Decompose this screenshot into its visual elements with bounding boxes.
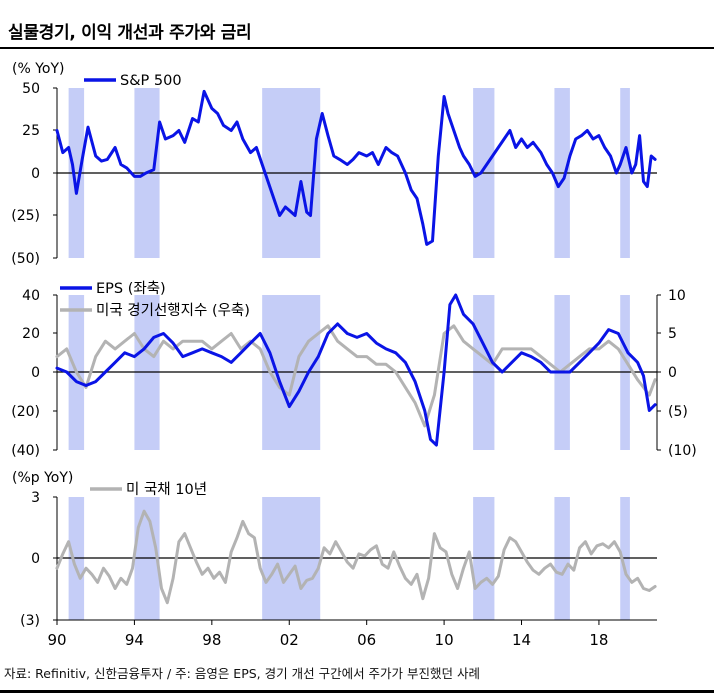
y-tick-right-p2-3: 0 bbox=[668, 365, 677, 381]
x-tick-label-5: 06 bbox=[357, 631, 376, 649]
y-tick-p3-2: 0 bbox=[31, 551, 40, 567]
x-tick-label-7: 14 bbox=[512, 631, 531, 649]
x-tick-label-4: 02 bbox=[280, 631, 299, 649]
y-tick-left-p2-3: 0 bbox=[31, 365, 40, 381]
unit-label-p3: (%p YoY) bbox=[12, 470, 73, 486]
x-tick-label-3: 98 bbox=[202, 631, 221, 649]
y-tick-left-p2-5: (40) bbox=[11, 443, 40, 459]
series-line-sp500 bbox=[55, 89, 657, 246]
y-tick-p3-1: 3 bbox=[31, 490, 40, 506]
unit-label-p1: (% YoY) bbox=[12, 61, 65, 77]
x-tick-label-8: 18 bbox=[589, 631, 608, 649]
chart-title: 실물경기, 이익 개선과 주가와 금리 bbox=[8, 23, 252, 43]
x-tick-label-2: 94 bbox=[125, 631, 144, 649]
legend-sp500-label: S&P 500 bbox=[120, 73, 182, 89]
series-line-eps bbox=[55, 293, 657, 447]
x-tick-label-6: 10 bbox=[435, 631, 454, 649]
y-tick-right-p2-5: (10) bbox=[668, 443, 697, 459]
y-tick-p3-3: (3) bbox=[20, 613, 40, 629]
series-line-leading-index bbox=[55, 324, 657, 428]
legend-leading-index-label: 미국 경기선행지수 (우축) bbox=[96, 302, 250, 319]
y-tick-left-p2-1: 40 bbox=[22, 288, 40, 304]
y-tick-right-p2-4: (5) bbox=[668, 404, 688, 420]
source-note: 자료: Refinitiv, 신한금융투자 / 주: 음영은 EPS, 경기 개… bbox=[4, 666, 480, 681]
y-tick-p1-1: 50 bbox=[22, 81, 40, 97]
y-tick-p1-3: 0 bbox=[31, 166, 40, 182]
y-tick-left-p2-4: (20) bbox=[11, 404, 40, 420]
legend-eps-label: EPS (좌축) bbox=[96, 280, 166, 297]
title-rule bbox=[0, 47, 714, 49]
y-tick-p1-4: (25) bbox=[11, 208, 40, 224]
x-tick-label-1: 90 bbox=[47, 631, 66, 649]
legend-ust10y-label: 미 국채 10년 bbox=[126, 481, 207, 498]
series-line-ust10y bbox=[55, 509, 657, 605]
y-tick-right-p2-1: 10 bbox=[668, 288, 686, 304]
y-tick-right-p2-2: 5 bbox=[668, 326, 677, 342]
chart-canvas: 50250(25)(50)40200(20)(40)30(3)1050(5)(1… bbox=[11, 61, 697, 649]
bottom-rule bbox=[0, 690, 714, 693]
y-tick-p1-2: 25 bbox=[22, 123, 40, 139]
y-tick-p1-5: (50) bbox=[11, 251, 40, 267]
y-tick-left-p2-2: 20 bbox=[22, 326, 40, 342]
